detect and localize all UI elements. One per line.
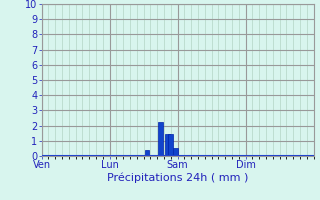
X-axis label: Précipitations 24h ( mm ): Précipitations 24h ( mm ) [107, 173, 248, 183]
Bar [168, 134, 173, 156]
Bar [145, 150, 149, 156]
Bar [173, 148, 178, 156]
Bar [165, 134, 170, 156]
Bar [158, 122, 163, 156]
